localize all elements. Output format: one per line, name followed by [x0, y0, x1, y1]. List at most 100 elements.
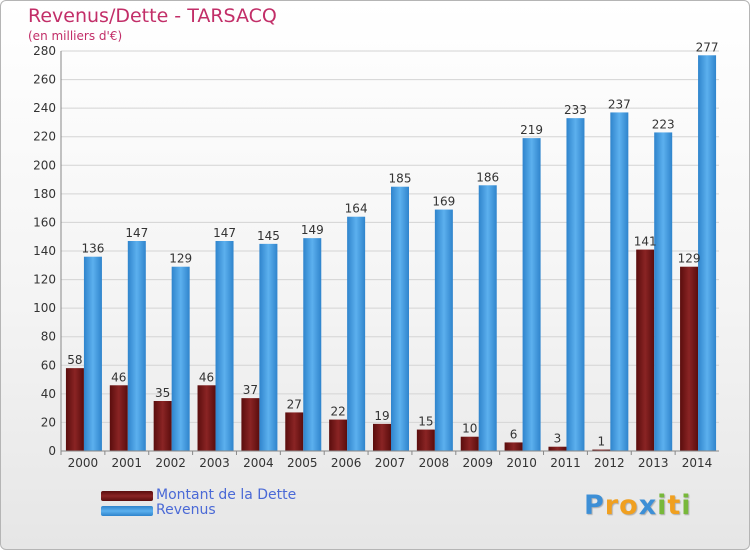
bar-revenus	[347, 216, 366, 451]
bar-dette	[592, 449, 611, 451]
bar-revenus	[127, 241, 146, 451]
data-label: 37	[243, 383, 258, 397]
x-tick-label: 2011	[550, 456, 581, 470]
logo-letter: x	[638, 490, 658, 521]
x-tick-label: 2013	[638, 456, 669, 470]
data-label: 129	[169, 252, 192, 266]
y-tick-label: 40	[41, 387, 56, 401]
y-tick-label: 160	[33, 215, 56, 229]
chart-subtitle: (en milliers d'€)	[28, 29, 123, 43]
bar-revenus	[698, 55, 717, 452]
logo-letter: i	[657, 490, 668, 521]
logo-letter: r	[604, 490, 620, 521]
bar-dette	[329, 419, 348, 451]
y-tick-label: 60	[41, 358, 56, 372]
x-tick-label: 2006	[331, 456, 362, 470]
data-label: 147	[125, 226, 148, 240]
x-tick-label: 2009	[462, 456, 493, 470]
data-label: 277	[696, 40, 719, 54]
data-label: 164	[345, 202, 368, 216]
x-tick-label: 2002	[155, 456, 186, 470]
bar-dette	[680, 266, 699, 451]
data-label: 136	[81, 242, 104, 256]
data-label: 237	[608, 97, 631, 111]
bar-revenus	[303, 238, 322, 451]
x-tick-label: 2012	[594, 456, 625, 470]
data-label: 141	[634, 235, 657, 249]
bar-dette	[285, 412, 304, 451]
data-label: 129	[678, 252, 701, 266]
data-label: 6	[510, 427, 518, 441]
bar-revenus	[259, 243, 278, 451]
data-label: 15	[418, 415, 433, 429]
bar-revenus	[654, 132, 673, 451]
bar-dette	[460, 436, 479, 451]
data-label: 233	[564, 103, 587, 117]
data-label: 1	[598, 435, 606, 449]
bar-dette	[416, 429, 435, 451]
x-tick-label: 2014	[682, 456, 713, 470]
y-tick-label: 140	[33, 244, 56, 258]
legend-label-dette: Montant de la Dette	[156, 487, 297, 503]
data-label: 186	[476, 170, 499, 184]
x-tick-label: 2003	[199, 456, 230, 470]
proxiti-logo: Proxiti	[584, 490, 692, 521]
y-tick-label: 80	[41, 330, 56, 344]
bar-revenus	[434, 209, 453, 451]
y-tick-label: 280	[33, 44, 56, 58]
y-tick-label: 0	[48, 444, 56, 458]
bar-dette	[636, 249, 655, 451]
data-label: 46	[199, 370, 214, 384]
y-tick-label: 200	[33, 158, 56, 172]
bar-dette	[65, 368, 84, 451]
chart-title: Revenus/Dette - TARSACQ	[28, 5, 277, 27]
data-label: 46	[111, 370, 126, 384]
bar-dette	[153, 401, 172, 451]
x-tick-label: 2008	[419, 456, 450, 470]
data-label: 185	[389, 172, 412, 186]
bar-revenus	[478, 185, 497, 452]
data-label: 223	[652, 117, 675, 131]
data-label: 27	[287, 397, 302, 411]
logo-letter: o	[619, 490, 639, 521]
bar-dette	[504, 442, 523, 451]
data-label: 3	[554, 432, 562, 446]
data-label: 58	[67, 353, 82, 367]
x-tick-label: 2010	[506, 456, 537, 470]
y-tick-label: 180	[33, 187, 56, 201]
data-label: 22	[330, 405, 345, 419]
data-label: 219	[520, 123, 543, 137]
bar-revenus	[566, 118, 585, 452]
bar-dette	[197, 385, 216, 451]
data-label: 19	[374, 409, 389, 423]
data-label: 147	[213, 226, 236, 240]
logo-letter: P	[584, 490, 605, 521]
bar-dette	[241, 398, 260, 451]
y-tick-label: 20	[41, 415, 56, 429]
y-tick-label: 220	[33, 130, 56, 144]
x-tick-label: 2000	[68, 456, 99, 470]
data-label: 149	[301, 223, 324, 237]
y-tick-label: 240	[33, 101, 56, 115]
y-tick-label: 260	[33, 73, 56, 87]
logo-letter: i	[681, 490, 692, 521]
bar-revenus	[215, 241, 234, 451]
data-label: 35	[155, 386, 170, 400]
bar-revenus	[171, 266, 190, 451]
bar-dette	[109, 385, 128, 451]
bar-revenus	[522, 138, 541, 451]
legend-swatch-revenus	[101, 506, 153, 516]
x-tick-label: 2007	[375, 456, 406, 470]
y-tick-label: 120	[33, 273, 56, 287]
x-tick-label: 2001	[112, 456, 143, 470]
y-tick-label: 100	[33, 301, 56, 315]
bar-dette	[373, 423, 391, 451]
data-label: 169	[432, 195, 455, 209]
bar-revenus	[610, 112, 629, 451]
legend-swatch-dette	[101, 491, 153, 501]
x-tick-label: 2005	[287, 456, 318, 470]
bar-revenus	[83, 256, 102, 451]
x-tick-label: 2004	[243, 456, 274, 470]
